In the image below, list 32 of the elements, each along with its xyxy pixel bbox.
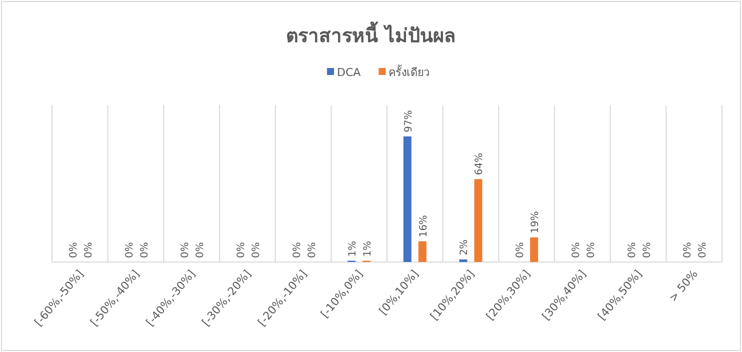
data-label: 0%	[292, 242, 303, 258]
data-label: 0%	[515, 242, 526, 258]
data-label: 0%	[570, 242, 582, 258]
legend-label: ครั้งเดียว	[388, 64, 430, 79]
data-label: 0%	[236, 242, 247, 258]
data-label: 2%	[459, 240, 470, 256]
data-label: 1%	[348, 240, 359, 257]
data-label: 0%	[195, 242, 206, 258]
data-label: 16%	[418, 215, 430, 238]
data-label: 19%	[530, 211, 542, 234]
data-label: 0%	[68, 242, 80, 258]
bar	[459, 259, 468, 262]
data-label: 64%	[474, 152, 486, 176]
data-label: 0%	[682, 242, 694, 258]
data-label: 0%	[626, 242, 638, 258]
bar	[530, 237, 538, 262]
chart-title: ตราสารหนี้ ไม่ปันผล	[286, 21, 456, 47]
legend-label: DCA	[337, 66, 362, 79]
data-label: 0%	[180, 242, 192, 258]
data-label: 0%	[124, 242, 136, 258]
data-label: 1%	[362, 240, 374, 257]
bar	[403, 136, 412, 262]
data-label: 97%	[403, 110, 414, 132]
data-label: 0%	[306, 242, 318, 258]
data-label: 0%	[586, 242, 597, 258]
data-label: 0%	[83, 242, 94, 258]
data-label: 0%	[139, 242, 150, 258]
data-label: 0%	[642, 242, 653, 258]
data-label: 0%	[250, 242, 262, 258]
bar	[474, 179, 482, 262]
bar	[418, 241, 426, 262]
data-label: 0%	[698, 242, 709, 258]
